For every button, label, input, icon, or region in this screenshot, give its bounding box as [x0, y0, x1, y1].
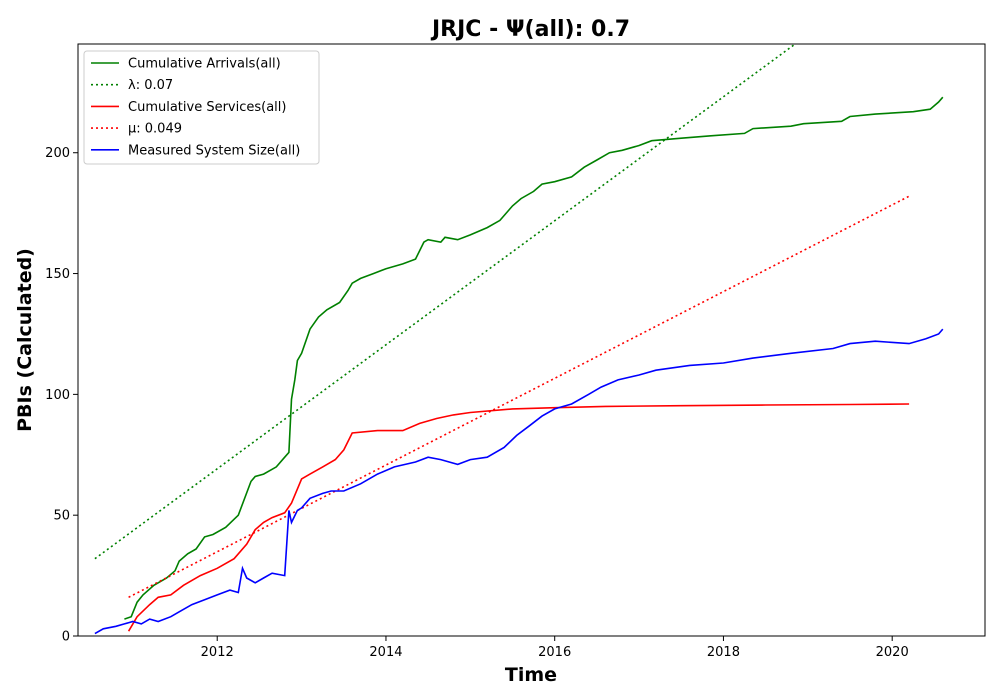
x-tick-label: 2014 [369, 645, 402, 660]
legend-label-5: Measured System Size(all) [128, 143, 300, 158]
x-axis-label: Time [505, 664, 557, 686]
series-group [94, 44, 944, 635]
legend: Cumulative Arrivals(all) λ: 0.07 Cumulativ… [83, 50, 320, 165]
chart-title: JRJC - Ψ(all): 0.7 [430, 17, 630, 42]
legend-label-1: Cumulative Arrivals(all) [128, 57, 281, 72]
series-line-4 [128, 195, 910, 599]
y-tick-label: 200 [45, 146, 70, 161]
x-tick-label: 2020 [876, 645, 909, 660]
y-tick-label: 50 [53, 509, 70, 524]
x-tick-label: 2012 [201, 645, 234, 660]
series-line-5 [94, 328, 944, 635]
legend-label-2: λ: 0.07 [128, 78, 173, 93]
y-axis-label: PBIs (Calculated) [14, 248, 36, 432]
y-tick-label: 0 [62, 630, 70, 645]
y-tick-label: 100 [45, 388, 70, 403]
legend-label-4: μ: 0.049 [128, 122, 182, 137]
legend-box [83, 50, 320, 165]
y-tick-label: 150 [45, 267, 70, 282]
series-line-3 [127, 403, 910, 632]
series-line-1 [124, 96, 944, 620]
plot-area [77, 43, 986, 637]
plot-frame [77, 43, 986, 637]
x-axis-ticks: 2012 2014 2016 2018 2020 [201, 636, 909, 660]
legend-label-3: Cumulative Services(all) [128, 100, 286, 115]
x-tick-label: 2018 [707, 645, 740, 660]
y-axis-ticks: 0 50 100 150 200 [45, 146, 78, 645]
x-tick-label: 2016 [538, 645, 571, 660]
